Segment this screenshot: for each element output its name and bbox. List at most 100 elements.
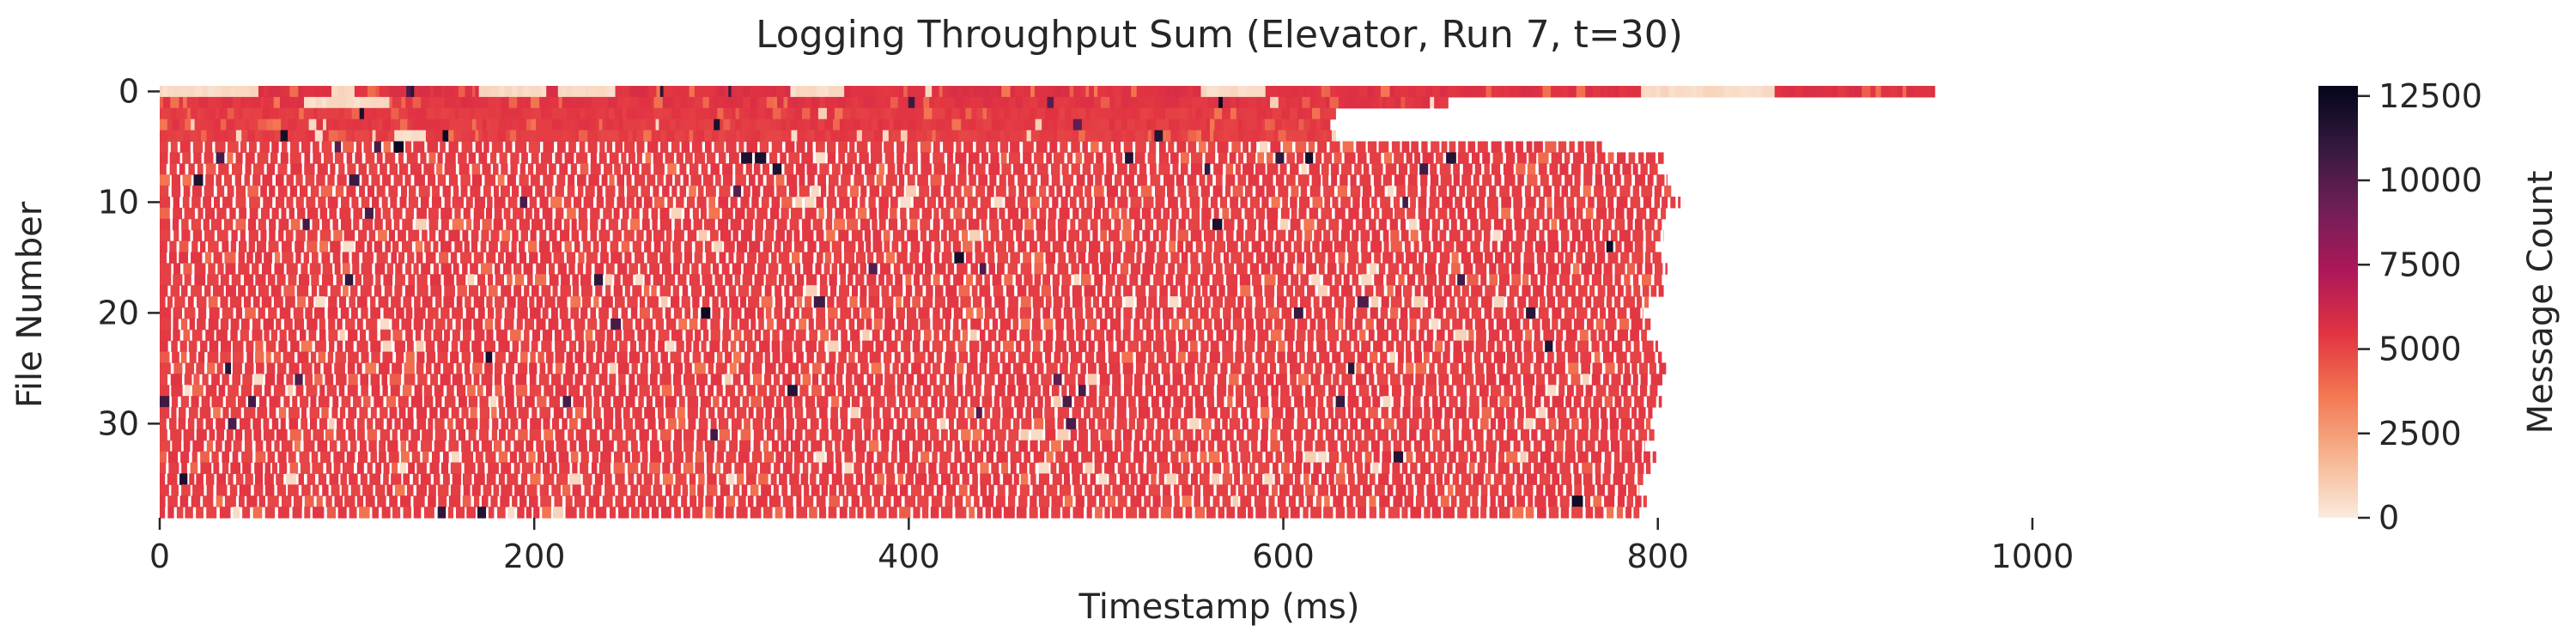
heatmap-cell — [574, 374, 584, 386]
heatmap-cell — [507, 118, 513, 131]
heatmap-cell — [554, 218, 562, 231]
heatmap-cell — [908, 96, 915, 109]
heatmap-cell — [1266, 152, 1273, 164]
heatmap-cell — [230, 329, 238, 342]
heatmap-cell — [1105, 285, 1113, 297]
heatmap-cell — [1601, 428, 1607, 441]
heatmap-cell — [587, 141, 598, 153]
heatmap-cell — [1030, 207, 1037, 220]
heatmap-cell — [1258, 229, 1267, 242]
heatmap-cell — [754, 329, 761, 342]
heatmap-cell — [566, 107, 574, 120]
heatmap-cell — [218, 385, 226, 397]
heatmap-cell — [790, 86, 796, 98]
heatmap-cell — [313, 86, 319, 98]
heatmap-cell — [712, 296, 719, 308]
heatmap-cell — [840, 307, 852, 319]
heatmap-cell — [1405, 96, 1415, 109]
heatmap-cell — [1487, 340, 1495, 353]
heatmap-cell — [1140, 340, 1151, 353]
heatmap-cell — [1279, 252, 1285, 264]
heatmap-cell — [345, 118, 355, 131]
heatmap-cell — [1589, 285, 1595, 297]
heatmap-cell — [945, 318, 951, 331]
heatmap-cell — [1125, 296, 1134, 308]
heatmap-cell — [797, 96, 806, 109]
heatmap-cell — [982, 229, 989, 242]
heatmap-cell — [1413, 296, 1425, 308]
heatmap-cell — [1389, 351, 1395, 364]
heatmap-cell — [380, 163, 387, 175]
heatmap-cell — [810, 417, 819, 430]
heatmap-cell — [665, 174, 673, 186]
heatmap-cell — [307, 318, 318, 331]
heatmap-cell — [1078, 385, 1086, 397]
heatmap-cell — [948, 417, 954, 430]
heatmap-cell — [599, 141, 605, 153]
heatmap-cell — [1295, 285, 1305, 297]
heatmap-cell — [520, 351, 528, 364]
heatmap-cell — [589, 428, 598, 441]
heatmap-cell — [519, 174, 529, 186]
heatmap-cell — [1134, 218, 1143, 231]
heatmap-cell — [1382, 252, 1394, 264]
heatmap-cell — [625, 396, 635, 408]
heatmap-cell — [1177, 240, 1184, 253]
heatmap-cell — [639, 307, 650, 319]
heatmap-cell — [1458, 307, 1470, 319]
heatmap-cell — [1189, 417, 1200, 430]
heatmap-cell — [810, 118, 818, 131]
heatmap-cell — [1094, 274, 1103, 286]
heatmap-cell — [952, 329, 961, 342]
heatmap-cell — [1432, 86, 1441, 98]
heatmap-cell — [1438, 263, 1449, 275]
heatmap-cell — [602, 130, 611, 143]
heatmap-cell — [970, 263, 978, 275]
heatmap-cell — [1143, 196, 1154, 209]
heatmap-cell — [708, 407, 715, 419]
heatmap-cell — [1337, 185, 1347, 197]
heatmap-cell — [1054, 351, 1061, 364]
heatmap-cell — [1153, 107, 1162, 120]
heatmap-cell — [1142, 318, 1151, 331]
heatmap-cell — [504, 318, 514, 331]
heatmap-cell — [316, 174, 325, 186]
heatmap-cell — [918, 396, 928, 408]
heatmap-cell — [1328, 218, 1340, 231]
heatmap-cell — [1452, 318, 1463, 331]
heatmap-cell — [1329, 141, 1340, 153]
heatmap-cell — [1616, 196, 1628, 209]
heatmap-cell — [671, 185, 677, 197]
heatmap-cell — [378, 118, 384, 131]
heatmap-cell — [393, 174, 403, 186]
heatmap-cell — [1367, 141, 1377, 153]
heatmap-cell — [757, 252, 769, 264]
heatmap-cell — [671, 107, 681, 120]
heatmap-cell — [1420, 185, 1427, 197]
heatmap-cell — [1048, 185, 1055, 197]
heatmap-cell — [1158, 240, 1166, 253]
heatmap-cell — [444, 285, 455, 297]
heatmap-cell — [1449, 274, 1456, 286]
heatmap-cell — [651, 385, 660, 397]
heatmap-cell — [1590, 307, 1598, 319]
heatmap-cell — [1249, 407, 1258, 419]
heatmap-cell — [1216, 329, 1226, 342]
heatmap-cell — [295, 374, 303, 386]
heatmap-cell — [744, 130, 753, 143]
heatmap-cell — [1085, 107, 1091, 120]
heatmap-cell — [1461, 428, 1472, 441]
heatmap-cell — [933, 207, 939, 220]
heatmap-cell — [1530, 274, 1538, 286]
heatmap-cell — [1044, 396, 1051, 408]
heatmap-cell — [290, 163, 302, 175]
heatmap-cell — [1666, 174, 1668, 186]
heatmap-cell — [1481, 396, 1488, 408]
heatmap-cell — [661, 263, 671, 275]
heatmap-cell — [510, 163, 518, 175]
heatmap-cell — [1457, 152, 1469, 164]
heatmap-cell — [951, 130, 959, 143]
heatmap-cell — [464, 118, 473, 131]
heatmap-cell — [1018, 196, 1028, 209]
heatmap-cell — [1491, 163, 1501, 175]
